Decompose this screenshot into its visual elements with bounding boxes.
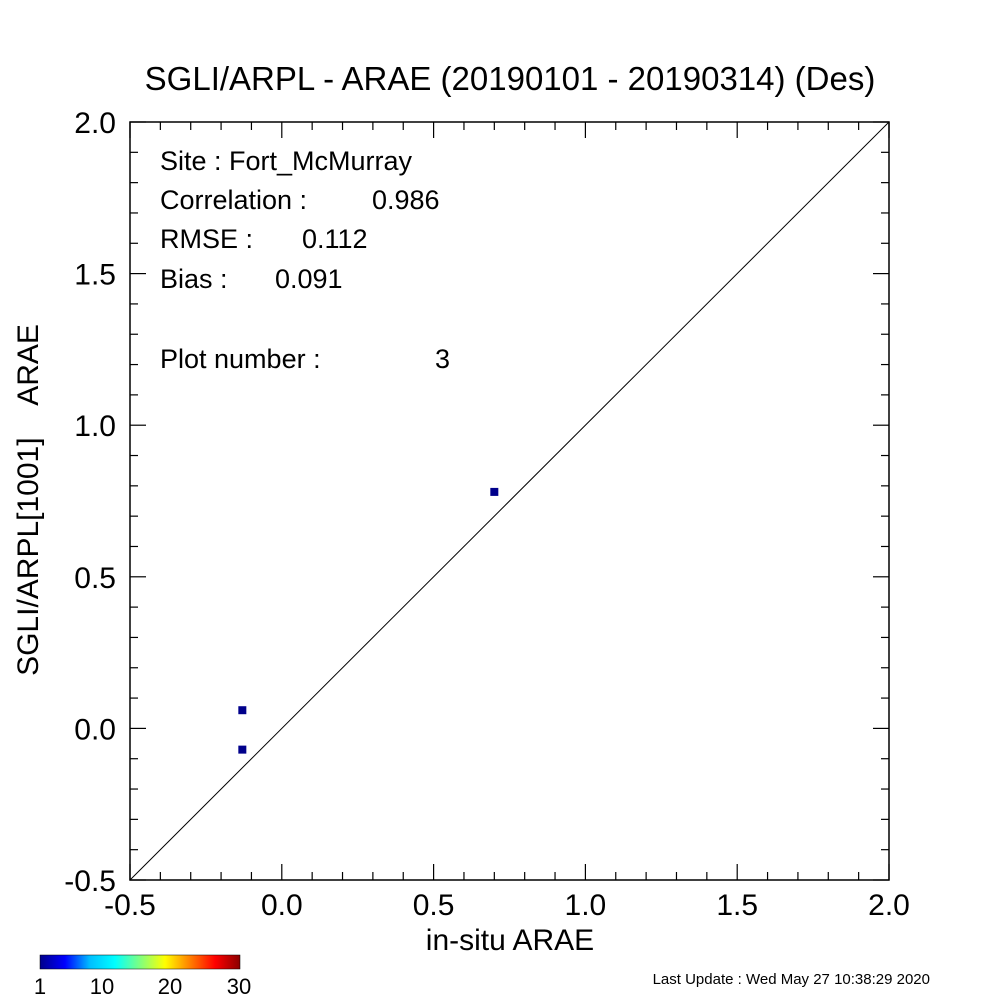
y-tick-label: 0.5: [74, 562, 116, 595]
y-tick-label: 2.0: [74, 107, 116, 140]
y-tick-label: 1.0: [74, 410, 116, 443]
y-tick-label: -0.5: [64, 865, 116, 898]
y-tick-labels: -0.5 0.0 0.5 1.0 1.5 2.0: [64, 107, 116, 898]
data-point: [238, 745, 247, 754]
site-label: Site : Fort_McMurray: [160, 146, 413, 176]
x-tick-label: 1.5: [716, 889, 758, 922]
x-tick-label: 0.5: [413, 889, 455, 922]
colorbar-tick: 10: [90, 974, 114, 999]
identity-line: [129, 121, 890, 881]
plot-number-value: 3: [435, 344, 450, 374]
data-points: [238, 487, 499, 754]
rmse-value: 0.112: [302, 224, 368, 254]
correlation-label: Correlation :: [160, 185, 307, 215]
plot-frame: [129, 121, 890, 881]
x-tick-label: -0.5: [104, 889, 156, 922]
x-tick-label: 2.0: [868, 889, 910, 922]
colorbar: 1 10 20 30: [34, 954, 251, 999]
stats-panel: Site : Fort_McMurray Correlation : 0.986…: [160, 146, 450, 374]
last-update-text: Last Update : Wed May 27 10:38:29 2020: [653, 971, 930, 988]
x-tick-label: 1.0: [565, 889, 607, 922]
chart-title: SGLI/ARPL - ARAE (20190101 - 20190314) (…: [145, 60, 876, 97]
bias-label: Bias :: [160, 264, 228, 294]
y-tick-label: 1.5: [74, 259, 116, 292]
y-tick-label: 0.0: [74, 713, 116, 746]
colorbar-tick: 1: [34, 974, 46, 999]
correlation-value: 0.986: [372, 185, 440, 215]
plot-number-label: Plot number :: [160, 344, 321, 374]
x-tick-label: 0.0: [261, 889, 303, 922]
rmse-label: RMSE :: [160, 224, 253, 254]
colorbar-tick: 30: [227, 974, 251, 999]
x-axis-label: in-situ ARAE: [426, 924, 594, 957]
y-axis-label: SGLI/ARPL[1001] ARAE: [12, 324, 45, 676]
data-point: [238, 706, 247, 715]
colorbar-gradient: [39, 954, 241, 970]
x-tick-labels: -0.5 0.0 0.5 1.0 1.5 2.0: [104, 889, 910, 922]
data-point: [490, 487, 499, 496]
colorbar-tick: 20: [158, 974, 182, 999]
axis-ticks: [129, 121, 890, 881]
bias-value: 0.091: [275, 264, 343, 294]
